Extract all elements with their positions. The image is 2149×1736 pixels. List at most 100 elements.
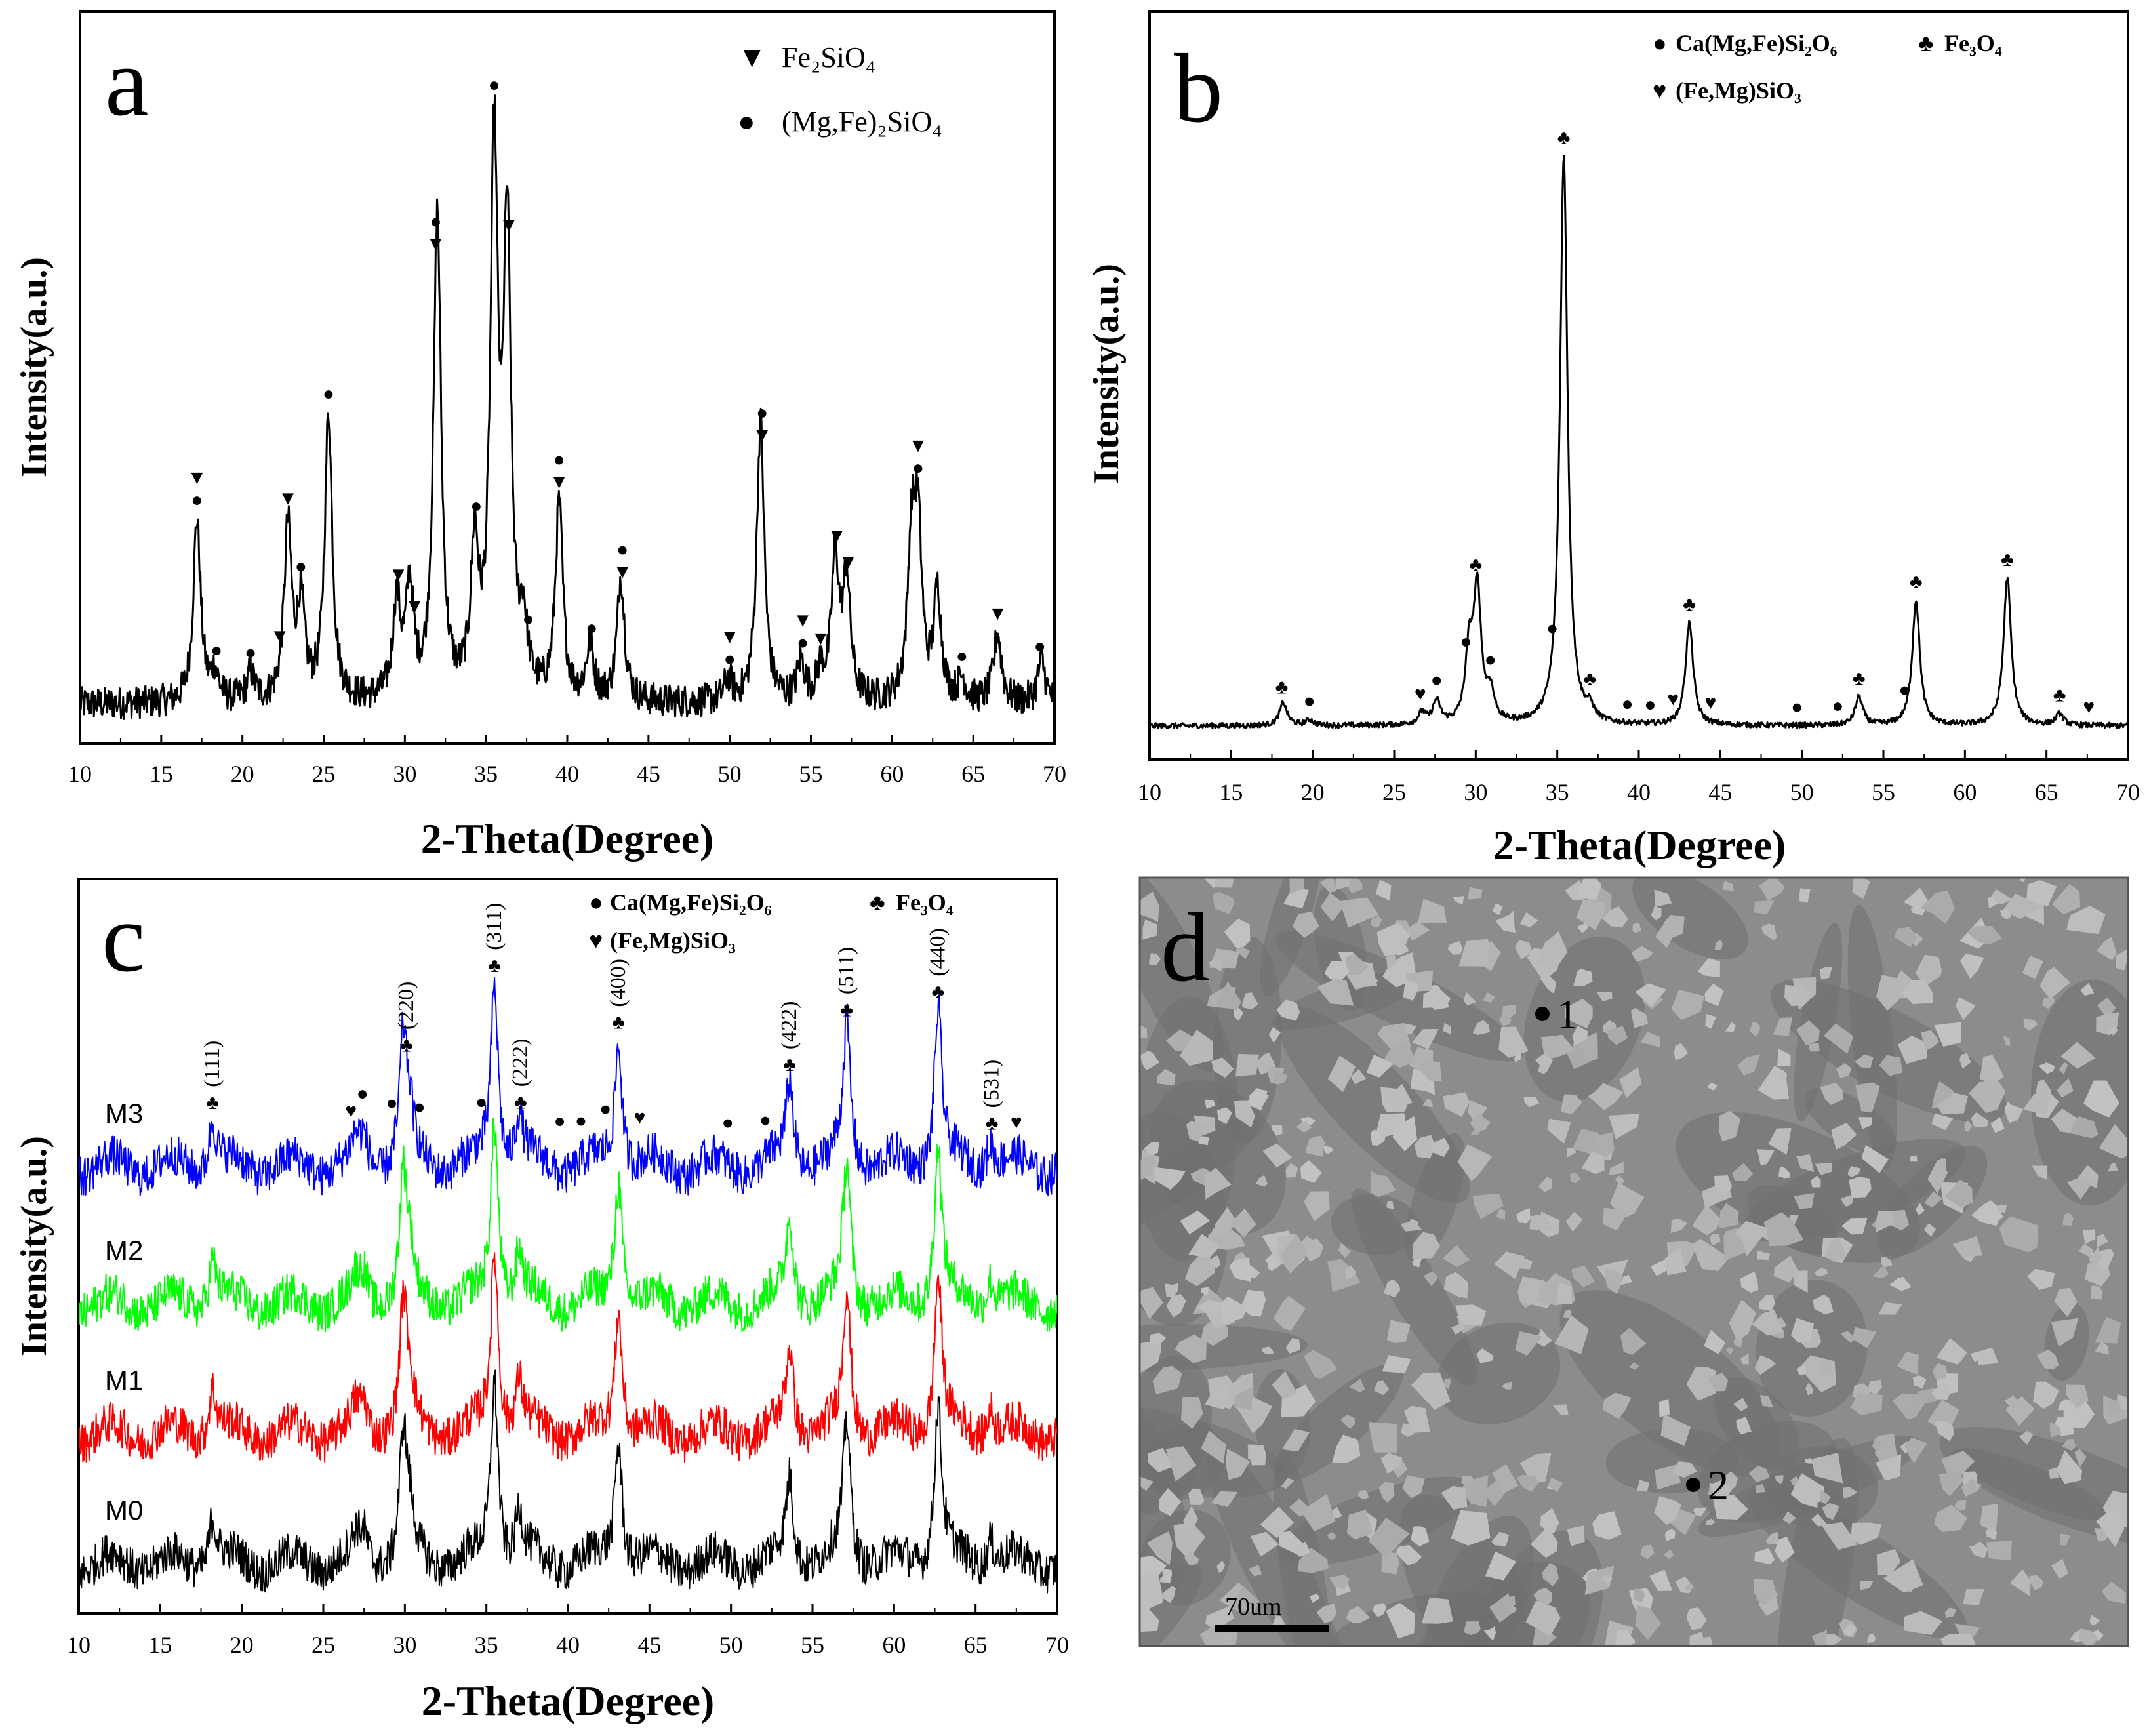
- panel-c-legend: ● Ca(Mg,Fe)Si₂O₆ ♣ Fe₃O₄ ♥ (Fe,Mg)SiO₃: [589, 889, 954, 954]
- sem-grain: [1317, 979, 1354, 1006]
- peak-marker: ●: [554, 1110, 566, 1132]
- sem-grain: [1211, 1227, 1220, 1238]
- peak-marker: ●: [475, 1091, 487, 1113]
- sem-grain: [1799, 888, 1811, 903]
- sem-grain: [2108, 1027, 2119, 1036]
- x-tick-label: 15: [150, 761, 173, 787]
- sem-grain: [1571, 1265, 1595, 1287]
- sem-grain: [1442, 1378, 1451, 1390]
- peak-marker: ●: [295, 555, 307, 577]
- sem-grain: [1774, 1255, 1798, 1283]
- sem-grain: [1260, 1506, 1294, 1539]
- x-tick-label: 45: [1708, 779, 1732, 805]
- sem-grain: [1529, 1213, 1553, 1231]
- legend-c-symbol-1: ●: [589, 889, 603, 916]
- sem-grain: [1596, 992, 1613, 1002]
- sem-grain: [1708, 1480, 1733, 1506]
- x-tick-label: 10: [67, 1632, 90, 1658]
- sem-grain: [2066, 1384, 2089, 1409]
- sem-grain: [1841, 1195, 1853, 1207]
- fe3o4-marker: ♣: [206, 1092, 219, 1114]
- x-tick-label: 45: [637, 1632, 661, 1658]
- sem-grain: [1447, 941, 1463, 955]
- sem-grain: [1268, 1261, 1277, 1272]
- peak-marker: ●: [1546, 618, 1558, 639]
- peak-marker: ●: [245, 641, 256, 663]
- sem-grain: [1159, 1488, 1182, 1516]
- peak-marker: ●: [1431, 670, 1443, 691]
- sem-grain: [1455, 1304, 1487, 1326]
- sem-dark-matrix: [1140, 878, 1224, 1072]
- sem-grain: [1159, 1586, 1176, 1604]
- sem-grain: [1198, 1136, 1209, 1146]
- sem-grain: [2076, 1165, 2099, 1189]
- sem-grain: [1272, 1125, 1283, 1136]
- sem-grain: [1412, 1029, 1439, 1049]
- sem-grain: [2095, 1316, 2121, 1344]
- sem-grain: [1492, 1464, 1519, 1494]
- sem-grain: [2097, 937, 2117, 961]
- hkl-label: (220): [394, 982, 418, 1030]
- sem-grain: [1763, 1212, 1804, 1247]
- sem-dark-matrix: [1559, 1290, 1781, 1477]
- sem-grain: [1650, 1259, 1667, 1276]
- sem-grain: [1216, 1560, 1226, 1573]
- sem-grain: [1757, 1149, 1775, 1165]
- peak-marker: ●: [430, 211, 441, 233]
- peak-marker: ●: [1485, 649, 1496, 670]
- sem-grain: [1915, 1203, 1925, 1215]
- sem-grain: [1502, 1381, 1512, 1390]
- sem-grain: [2005, 1396, 2017, 1407]
- sem-grain: [1980, 1055, 2004, 1084]
- x-tick-label: 30: [393, 1632, 416, 1658]
- sem-grain: [1149, 1333, 1167, 1347]
- sem-grain: [1221, 1296, 1248, 1323]
- sem-grain: [1338, 1243, 1351, 1259]
- sem-grain: [1519, 912, 1538, 927]
- sem-grain: [2037, 1349, 2059, 1370]
- sem-grain: [1777, 1049, 1791, 1066]
- sem-grain: [2102, 1581, 2126, 1604]
- sem-grain: [1485, 1551, 1517, 1581]
- sem-grain: [2088, 1247, 2103, 1268]
- sem-grain: [2059, 1533, 2070, 1546]
- peak-marker: ♣: [1469, 554, 1482, 576]
- sem-grain: [1230, 1208, 1256, 1238]
- sem-grain: [1986, 1527, 1998, 1540]
- sem-grain: [1576, 900, 1605, 931]
- peak-marker: ♣: [1910, 571, 1923, 593]
- sem-grain: [1821, 1522, 1858, 1550]
- sem-grain: [1754, 1355, 1776, 1375]
- sem-grain: [2057, 1078, 2074, 1098]
- sem-grain: [1453, 896, 1464, 905]
- x-tick-label: 50: [718, 761, 742, 787]
- peak-marker: ▼: [270, 625, 290, 647]
- xrd-curve-a: [80, 94, 1054, 720]
- sem-grain: [1175, 1334, 1207, 1363]
- sem-grain: [1472, 1020, 1491, 1035]
- x-tick-label: 65: [964, 1632, 988, 1658]
- x-tick-label: 25: [311, 1632, 335, 1658]
- sem-grain: [1759, 878, 1785, 901]
- sem-point-2-label: 2: [1708, 1462, 1729, 1508]
- sem-grain: [1754, 1548, 1775, 1565]
- sem-grain: [2083, 1080, 2119, 1118]
- sem-grain: [1261, 1346, 1274, 1354]
- sem-grain: [1386, 1083, 1413, 1111]
- peak-marker: ●: [599, 1099, 611, 1120]
- panel-d: d 1 2 70um: [1138, 876, 2129, 1647]
- sem-grain: [1607, 1026, 1628, 1045]
- sem-grain: [1824, 1237, 1847, 1263]
- sem-grain: [1937, 1093, 1968, 1115]
- xrd-curve-m3: [79, 977, 1057, 1197]
- sem-grain: [1876, 1548, 1901, 1575]
- sem-grain: [1686, 1607, 1707, 1630]
- sem-grain: [2038, 1062, 2056, 1074]
- sem-grain: [1380, 1453, 1402, 1474]
- sem-grain: [1913, 1375, 1927, 1389]
- sem-grain: [1386, 1201, 1394, 1209]
- sem-grain: [1631, 946, 1654, 962]
- sem-grain: [2004, 1101, 2013, 1110]
- fe3o4-marker: ♣: [488, 955, 501, 977]
- sem-grain: [1310, 1594, 1320, 1604]
